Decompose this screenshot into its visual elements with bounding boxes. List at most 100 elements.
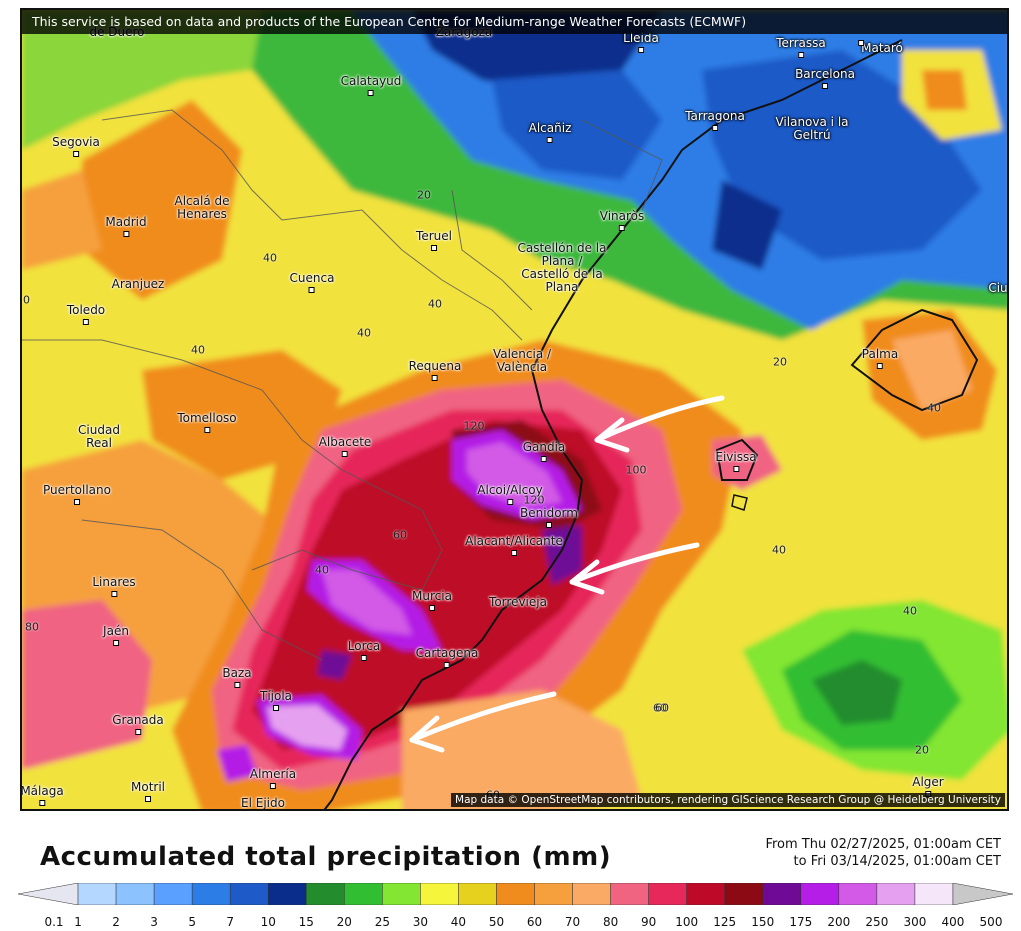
colorbar-tick-label: 125	[713, 915, 737, 929]
colorbar-tick-label: 100	[675, 915, 699, 929]
colorbar-swatch	[191, 883, 231, 905]
colorbar-tick-label: 2	[112, 915, 120, 929]
isoline-label: 120	[523, 493, 545, 507]
colorbar-tick-label: 5	[188, 915, 196, 929]
colorbar-swatch	[382, 883, 421, 905]
colorbar-tick-label: 3	[150, 915, 158, 929]
colorbar-swatch	[534, 883, 573, 905]
place-linares: Linares	[92, 576, 136, 597]
forecast-period-end: to Fri 03/14/2025, 01:00am CET	[793, 854, 1001, 869]
isoline-label: 40	[315, 563, 329, 577]
place-ciu: Ciu	[988, 281, 1008, 295]
place-terrassa: Terrassa	[776, 37, 826, 58]
colorbar-tick-label: 60	[526, 915, 543, 929]
place-eivissa: Eivissa	[715, 451, 757, 472]
place-jaen: Jaén	[103, 625, 129, 646]
colorbar-tick-label: 30	[412, 915, 429, 929]
place-puertollano: Puertollano	[43, 484, 111, 505]
place-benidorm: Benidorm	[520, 507, 578, 528]
place-tomelloso: Tomelloso	[177, 412, 237, 433]
place-alicante: Alacant/Alicante	[465, 535, 563, 556]
colorbar-swatch	[876, 883, 916, 905]
precipitation-map[interactable]: 20 20 40 40 40 40 60 60 60 40 40 100 120…	[20, 8, 1009, 811]
ecmwf-attribution: This service is based on data and produc…	[22, 10, 1007, 34]
isoline-label: 60	[655, 701, 669, 715]
colorbar-swatch	[306, 883, 345, 905]
place-malaga: Málaga	[22, 785, 64, 806]
isoline-label: 40	[927, 401, 941, 415]
place-alger: Alger	[912, 776, 944, 797]
colorbar-swatch	[458, 883, 497, 905]
colorbar-swatch	[610, 883, 649, 905]
place-baza: Baza	[222, 667, 252, 688]
place-el-ejido: El Ejido	[241, 796, 285, 810]
isoline-label: 40	[903, 604, 917, 618]
forecast-period: From Thu 02/27/2025, 01:00am CET to Fri …	[765, 836, 1001, 870]
colorbar-tick-label: 70	[564, 915, 581, 929]
colorbar-swatch	[153, 883, 193, 905]
place-alcoi-alcoy: Alcoi/Alcoy	[477, 484, 543, 505]
colorbar-swatch	[914, 883, 954, 905]
colorbar-tick-label: 40	[450, 915, 467, 929]
place-cuenca: Cuenca	[290, 272, 334, 293]
colorbar-tick-label: 20	[336, 915, 352, 929]
place-tijola: Tíjola	[260, 690, 292, 711]
colorbar-tick-label: 150	[751, 915, 775, 929]
place-toledo: Toledo	[67, 304, 105, 325]
colorbar-tick-label: 1	[74, 915, 82, 929]
colorbar-tick-label: 10	[260, 915, 276, 929]
colorbar-swatch	[77, 883, 117, 905]
colorbar-swatch	[838, 883, 878, 905]
colorbar-swatch	[648, 883, 687, 905]
place-cartagena: Cartagena	[416, 647, 478, 668]
colorbar-swatch	[18, 883, 79, 905]
place-ciudad-real: Ciudad Real	[78, 423, 120, 450]
colorbar-tick-label: 15	[298, 915, 314, 929]
place-requena: Requena	[409, 360, 461, 381]
isoline-label: 20	[773, 355, 787, 369]
place-lorca: Lorca	[348, 640, 380, 661]
colorbar-tick-label: 25	[374, 915, 390, 929]
place-mataro: Mataró	[858, 40, 903, 55]
place-segovia: Segovia	[52, 136, 100, 157]
colorbar-tick-label: 300	[903, 915, 927, 929]
isoline-label: 60	[653, 701, 667, 715]
isoline-label: 40	[263, 251, 277, 265]
place-vilanova-i-la-geltru: Vilanova i la Geltrú	[775, 115, 849, 142]
colorbar-swatch	[572, 883, 611, 905]
isoline-label: 120	[463, 419, 485, 433]
isoline-label: 40	[357, 326, 371, 340]
colorbar-swatch	[344, 883, 383, 905]
colorbar-swatch	[115, 883, 155, 905]
place-vinaros: Vinaròs	[600, 210, 644, 231]
colorbar-labels: 0.1 1 2 3 5 7 10 15 20 25 30 40 50 60 70 80 90 100 125 150 1…	[0, 915, 1021, 929]
colorbar-swatch	[229, 883, 269, 905]
colorbar-tick-label: 7	[226, 915, 235, 929]
place-aranjuez: Aranjuez	[111, 277, 165, 291]
forecast-period-start: From Thu 02/27/2025, 01:00am CET	[765, 837, 1001, 852]
colorbar-swatch	[800, 883, 840, 905]
colorbar-swatch	[724, 883, 764, 905]
isoline-label: 20	[417, 188, 431, 202]
isoline-label: 40	[428, 297, 442, 311]
place-albacete: Albacete	[319, 436, 371, 457]
colorbar-tick-label: 200	[827, 915, 851, 929]
place-murcia: Murcia	[412, 590, 452, 611]
place-tarragona: Tarragona	[685, 110, 745, 131]
colorbar-tick-label: 0.1	[44, 915, 64, 929]
precipitation-field	[22, 10, 1007, 809]
colorbar-tick-label: 90	[640, 915, 657, 929]
isoline-label: 100	[625, 463, 647, 477]
colorbar-tick-label: 175	[789, 915, 813, 929]
place-castellon: Castellón de la Plana / Castelló de la P…	[517, 241, 607, 294]
legend-title: Accumulated total precipitation (mm)	[40, 842, 612, 872]
place-barcelona: Barcelona	[795, 68, 855, 89]
isoline-label: 20	[22, 293, 30, 307]
colorbar-swatch	[952, 883, 1013, 905]
colorbar-tick-label: 80	[602, 915, 619, 929]
place-madrid: Madrid	[105, 216, 147, 237]
colorbar-swatch	[420, 883, 459, 905]
isoline-label: 40	[191, 343, 205, 357]
colorbar-swatch	[762, 883, 802, 905]
colorbar-swatch	[686, 883, 725, 905]
